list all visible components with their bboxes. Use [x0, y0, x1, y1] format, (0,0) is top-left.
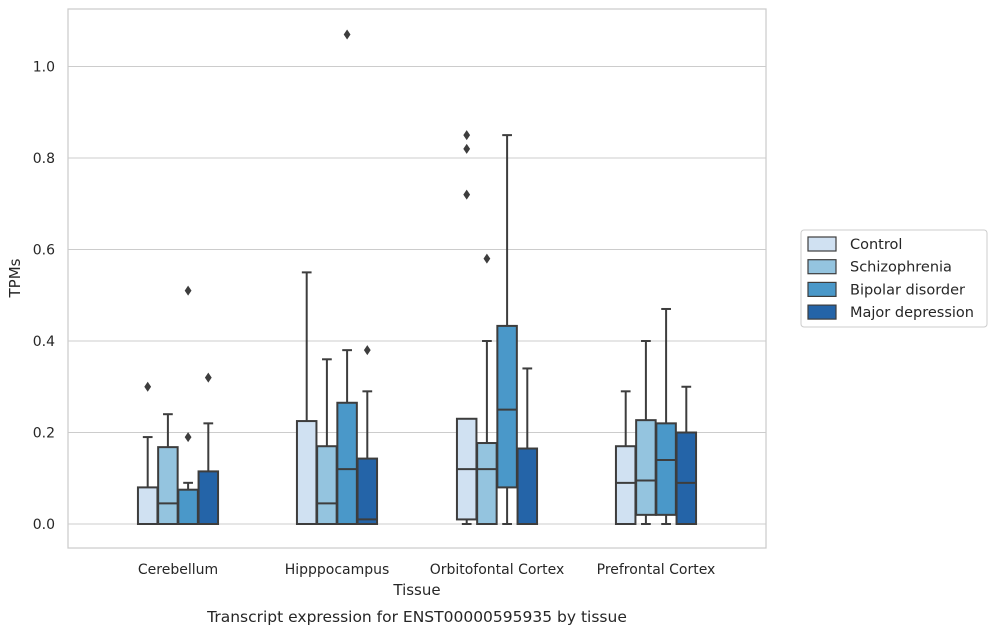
box-major-depression [356, 345, 379, 526]
box-body [496, 324, 518, 489]
legend-label: Major depression [850, 305, 974, 321]
box-body [356, 457, 379, 526]
y-tick-labels: 0.0 0.2 0.4 0.6 0.8 1.0 [33, 60, 55, 534]
legend-label: Schizophrenia [850, 260, 952, 276]
box-body [157, 446, 179, 526]
y-tick-label: 1.0 [33, 60, 55, 76]
chart-caption: Transcript expression for ENST0000059593… [206, 608, 627, 626]
box-control [614, 390, 637, 526]
box-body [197, 470, 220, 526]
outlier-point [363, 345, 371, 356]
box-bipolar-disorder [177, 285, 199, 525]
x-tick-label: Orbitofontal Cortex [430, 562, 565, 578]
x-tick-label: Hipppocampus [285, 562, 390, 578]
x-tick-label: Prefrontal Cortex [597, 562, 716, 578]
box-major-depression [675, 385, 698, 525]
legend-swatch [807, 236, 837, 252]
y-axis-title: TPMs [6, 258, 24, 298]
box-schizophrenia [476, 253, 498, 525]
outlier-point [204, 372, 212, 383]
box-schizophrenia [316, 358, 338, 526]
plot-frame [67, 8, 767, 549]
box-control [455, 130, 478, 525]
legend-swatch [807, 304, 837, 320]
y-tick-label: 0.0 [33, 517, 55, 533]
box-body [316, 445, 338, 526]
box-schizophrenia [157, 413, 179, 526]
x-tick-label: Cerebellum [138, 562, 218, 578]
box-control [295, 271, 318, 525]
legend-label: Control [850, 237, 902, 253]
box-bipolar-disorder [496, 134, 518, 525]
outlier-point [184, 285, 192, 296]
box-body [476, 442, 498, 525]
box-body [336, 401, 358, 526]
box-body [655, 422, 677, 516]
legend-label: Bipolar disorder [850, 282, 965, 298]
box-body [675, 431, 698, 525]
legend-swatch [807, 259, 837, 275]
y-tick-label: 0.2 [33, 426, 55, 442]
x-axis-title: Tissue [392, 581, 440, 599]
box-major-depression [516, 367, 539, 526]
box-plot-area [136, 29, 698, 526]
box-major-depression [197, 372, 220, 526]
outlier-point [144, 381, 152, 392]
box-bipolar-disorder [336, 29, 358, 526]
legend-swatch [807, 281, 837, 297]
outlier-point [463, 130, 471, 141]
y-tick-label: 0.6 [33, 243, 55, 259]
box-body [136, 486, 159, 525]
legend: Control Schizophrenia Bipolar disorder Majo… [800, 229, 988, 328]
y-tick-label: 0.8 [33, 151, 55, 167]
box-body [177, 488, 199, 525]
box-body [614, 445, 637, 526]
outlier-point [483, 253, 491, 264]
box-schizophrenia [635, 340, 657, 525]
outlier-point [343, 29, 351, 40]
x-tick-labels: Cerebellum Hipppocampus Orbitofontal Corte… [138, 562, 715, 578]
box-control [136, 381, 159, 525]
outlier-point [463, 143, 471, 154]
box-body [295, 420, 318, 525]
outlier-point [463, 189, 471, 200]
outlier-point [184, 432, 192, 443]
box-body [516, 447, 539, 526]
legend-frame [800, 229, 988, 328]
y-tick-label: 0.4 [33, 334, 55, 350]
box-body [635, 419, 657, 516]
